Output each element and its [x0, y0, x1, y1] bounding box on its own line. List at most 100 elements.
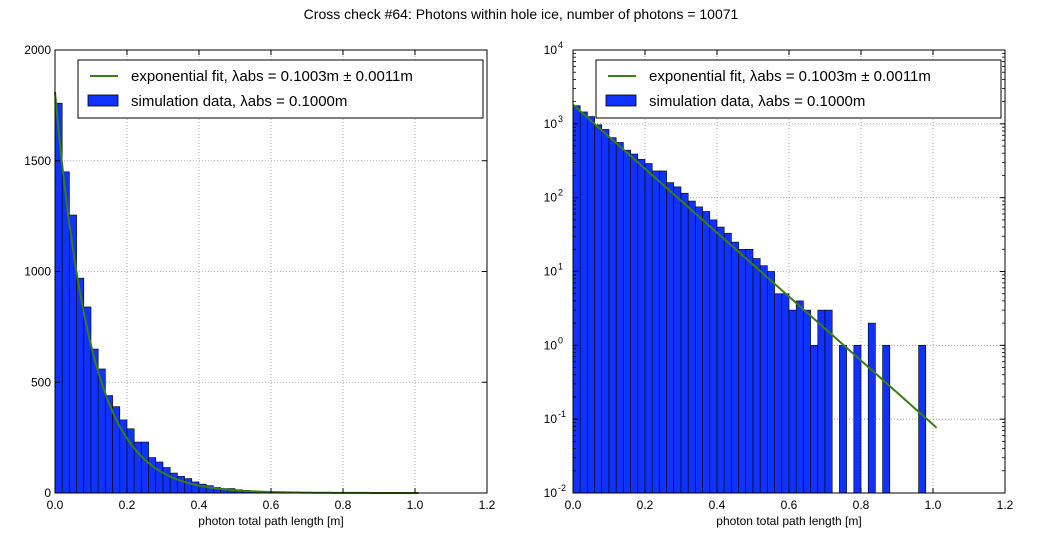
histogram-bar [572, 105, 581, 494]
histogram-bar [702, 211, 711, 494]
log-fit-line [572, 104, 938, 429]
y-tick-label: 500 [31, 375, 51, 389]
log-x-axis-label: photon total path length [m] [716, 514, 861, 528]
histogram-bar [687, 200, 696, 494]
histogram-bar [637, 159, 646, 494]
histogram-bar [788, 309, 797, 494]
histogram-bar [155, 461, 164, 494]
x-tick-label: 0.8 [853, 498, 870, 512]
histogram-bar [759, 265, 768, 494]
y-tick-label-exponent: -1 [558, 409, 566, 419]
histogram-bar [795, 300, 804, 494]
histogram-bar [644, 163, 653, 494]
linear-legend-fit-label: exponential fit, λabs = 0.1003m ± 0.0011… [131, 68, 413, 85]
histogram-bar [824, 309, 833, 494]
y-tick-label-base: 10 [544, 43, 558, 57]
y-tick-label: 1500 [24, 154, 51, 168]
x-tick-label: 0.2 [119, 498, 136, 512]
histogram-bar [716, 226, 725, 494]
histogram-bar [630, 153, 639, 494]
histogram-bar [774, 293, 783, 494]
x-tick-label: 1.2 [997, 498, 1014, 512]
histogram-bar [659, 170, 667, 494]
y-tick-label-base: 10 [544, 338, 558, 352]
y-tick-label-exponent: 4 [558, 40, 563, 50]
linear-legend: exponential fit, λabs = 0.1003m ± 0.0011… [77, 59, 484, 119]
histogram-bar [651, 170, 660, 494]
histogram-bar [162, 467, 171, 494]
histogram-bar [853, 345, 862, 494]
y-tick-label: 1000 [24, 265, 51, 279]
y-tick-label-exponent: 3 [558, 114, 563, 124]
y-tick-label-exponent: 0 [558, 335, 563, 345]
log-legend-box [595, 59, 1002, 119]
histogram-bar [882, 345, 891, 494]
histogram-bar [579, 111, 588, 494]
histogram-bar [97, 368, 106, 494]
x-tick-label: 0.2 [637, 498, 654, 512]
y-tick-label-base: 10 [544, 265, 558, 279]
figure-title: Cross check #64: Photons within hole ice… [303, 6, 739, 22]
histogram-bar [803, 309, 811, 494]
x-tick-label: 0.8 [335, 498, 352, 512]
histogram-bar [680, 192, 689, 494]
y-tick-label-base: 10 [544, 486, 558, 500]
histogram-bar [867, 322, 876, 494]
histogram-bar [594, 124, 603, 494]
y-tick-label-exponent: 1 [558, 262, 563, 272]
linear-legend-data-label: simulation data, λabs = 0.1000m [131, 93, 347, 110]
histogram-bar [673, 186, 682, 494]
histogram-bar [918, 345, 927, 494]
x-tick-label: 1.0 [407, 498, 424, 512]
histogram-bar [839, 345, 847, 494]
histogram-bar [608, 137, 617, 494]
log-legend-data-label: simulation data, λabs = 0.1000m [649, 93, 865, 110]
histogram-bar [623, 149, 631, 494]
histogram-bar [767, 271, 775, 494]
histogram-bar [745, 248, 754, 494]
log-bars [572, 105, 927, 494]
linear-x-axis-label: photon total path length [m] [198, 514, 343, 528]
histogram-bar [69, 214, 77, 494]
linear-ticks: 0.0 0.2 0.4 0.6 0.8 1.0 1.2 0 500 1000 1500 2000 [24, 43, 495, 512]
histogram-bar [695, 206, 703, 494]
linear-legend-box [77, 59, 484, 119]
histogram-bar [817, 309, 826, 494]
histogram-bar [709, 219, 718, 494]
x-tick-label: 0.6 [781, 498, 798, 512]
log-legend-fit-label: exponential fit, λabs = 0.1003m ± 0.0011… [649, 68, 931, 85]
x-tick-label: 1.0 [925, 498, 942, 512]
histogram-bar [83, 306, 92, 494]
x-tick-label: 0.0 [47, 498, 64, 512]
x-tick-label: 0.6 [263, 498, 280, 512]
histogram-bar [731, 241, 739, 494]
linear-plot: 0.0 0.2 0.4 0.6 0.8 1.0 1.2 0 500 1000 1500 2000 ph… [24, 43, 495, 528]
x-tick-label: 1.2 [479, 498, 496, 512]
histogram-bar [810, 345, 819, 494]
histogram-bar [666, 182, 675, 494]
y-tick-label-exponent: 2 [558, 188, 563, 198]
x-tick-label: 0.4 [709, 498, 726, 512]
log-legend: exponential fit, λabs = 0.1003m ± 0.0011… [595, 59, 1002, 119]
x-tick-label: 0.0 [565, 498, 582, 512]
y-tick-label-base: 10 [544, 117, 558, 131]
histogram-bar [723, 232, 732, 494]
linear-grid [55, 50, 487, 493]
y-tick-label: 2000 [24, 43, 51, 57]
histogram-bar [781, 293, 790, 494]
y-tick-label-base: 10 [544, 412, 558, 426]
histogram-bar [587, 116, 595, 494]
y-tick-label-base: 10 [544, 191, 558, 205]
histogram-bar [184, 478, 193, 494]
x-tick-label: 0.4 [191, 498, 208, 512]
histogram-bar [615, 142, 624, 494]
log-legend-data-swatch [605, 94, 637, 107]
histogram-bar [601, 129, 610, 494]
histogram-bar [738, 248, 747, 494]
linear-legend-data-swatch [87, 94, 119, 107]
histogram-bar [141, 441, 149, 494]
y-tick-label: 0 [44, 486, 51, 500]
